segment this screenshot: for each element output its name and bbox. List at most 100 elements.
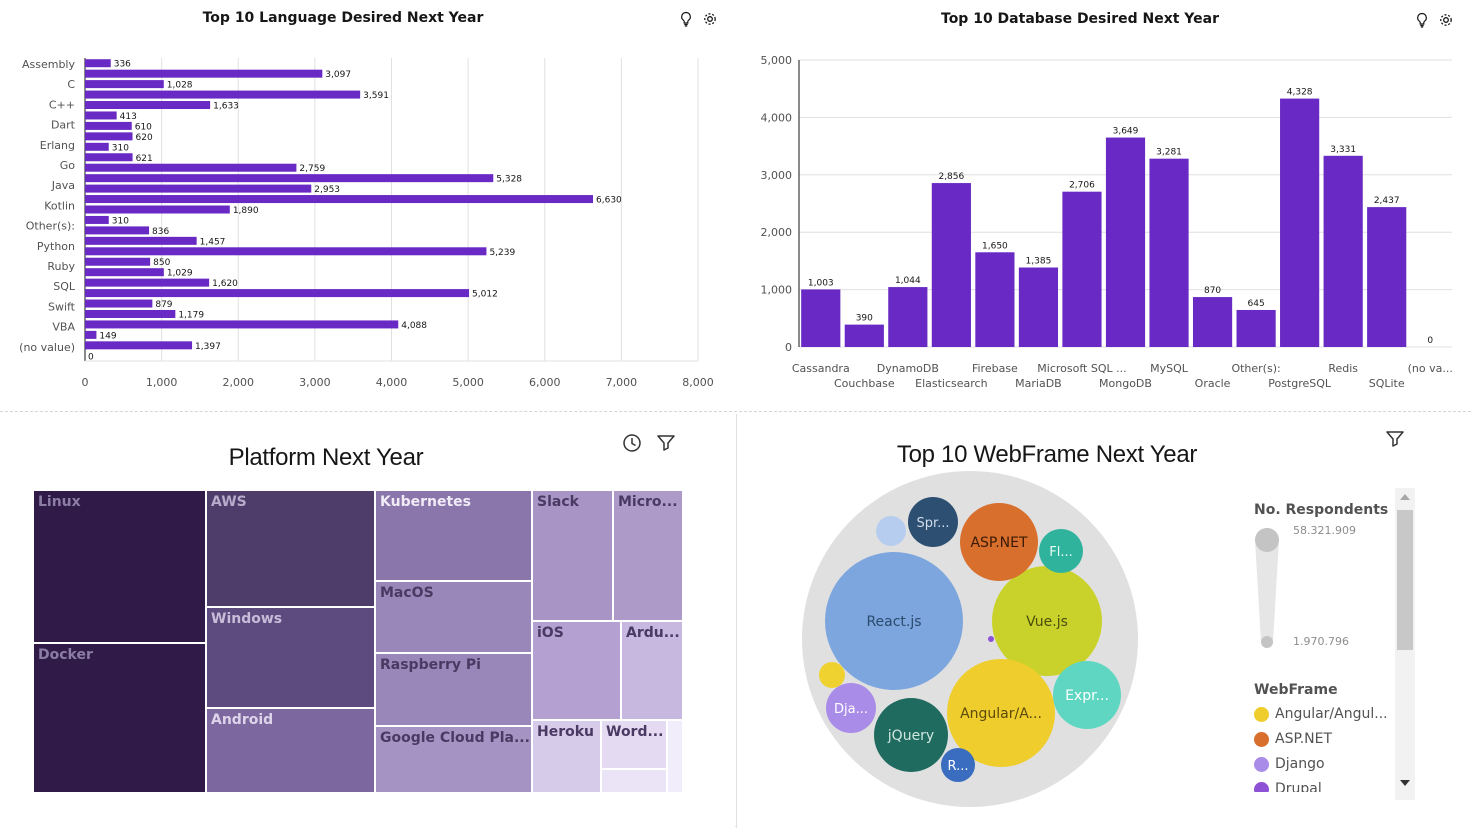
bar[interactable] <box>975 252 1015 347</box>
bar[interactable] <box>85 215 109 224</box>
bar[interactable] <box>931 183 971 347</box>
treemap-tile[interactable]: Heroku <box>532 720 601 793</box>
treemap-tile[interactable]: Windows <box>206 607 375 708</box>
bar[interactable] <box>85 101 211 110</box>
bar[interactable] <box>888 287 928 347</box>
legend-item-label[interactable]: Angular/Angul... <box>1275 706 1388 722</box>
bar[interactable] <box>85 153 133 162</box>
bar[interactable] <box>85 247 487 256</box>
bubble[interactable] <box>826 683 876 733</box>
settings-icon[interactable] <box>702 11 718 27</box>
bar[interactable] <box>85 205 230 214</box>
treemap-tile[interactable] <box>601 769 667 793</box>
bar[interactable] <box>1149 158 1189 347</box>
bar[interactable] <box>85 341 193 350</box>
bubble[interactable] <box>992 566 1102 676</box>
bar[interactable] <box>85 80 164 89</box>
scroll-up-arrow-icon[interactable] <box>1400 494 1410 500</box>
bubble[interactable] <box>1053 661 1121 729</box>
bar[interactable] <box>1280 98 1320 347</box>
bar-value-label: 836 <box>152 227 169 237</box>
bar[interactable] <box>801 289 841 347</box>
treemap-tile[interactable]: Slack <box>532 490 613 621</box>
bar[interactable] <box>1105 137 1146 347</box>
lightbulb-icon[interactable] <box>1414 12 1430 28</box>
treemap-tile[interactable]: Google Cloud Pla... <box>375 726 532 793</box>
legend-item-label[interactable]: ASP.NET <box>1275 731 1333 747</box>
bar[interactable] <box>1323 155 1363 347</box>
scrollbar-thumb[interactable] <box>1397 510 1413 650</box>
category-label: MongoDB <box>1099 377 1152 390</box>
bar[interactable] <box>1367 207 1407 347</box>
bar[interactable] <box>1018 267 1059 347</box>
treemap-tile[interactable]: AWS <box>206 490 375 607</box>
treemap-tile[interactable]: Ardu... <box>621 621 683 720</box>
bar[interactable] <box>85 163 297 172</box>
treemap-tile[interactable]: Raspberry Pi <box>375 653 532 726</box>
bar[interactable] <box>85 184 312 193</box>
bar[interactable] <box>85 309 176 318</box>
bubble[interactable] <box>876 516 906 546</box>
treemap-tile[interactable]: MacOS <box>375 581 532 653</box>
bar[interactable] <box>85 320 399 329</box>
bar[interactable] <box>85 90 361 99</box>
x-tick-label: 8,000 <box>682 376 714 389</box>
treemap-tile[interactable] <box>667 720 683 793</box>
bar[interactable] <box>85 121 132 130</box>
bar-value-label: 610 <box>135 122 152 132</box>
bubble[interactable] <box>825 552 963 690</box>
bar[interactable] <box>85 142 109 151</box>
bubble[interactable] <box>941 748 975 782</box>
bubble[interactable] <box>960 503 1038 581</box>
bar[interactable] <box>1236 309 1276 347</box>
treemap-tile[interactable]: Docker <box>33 643 206 793</box>
bar[interactable] <box>844 324 884 347</box>
filter-icon[interactable] <box>1385 430 1405 448</box>
treemap-tile[interactable]: Word... <box>601 720 667 769</box>
bar[interactable] <box>1062 191 1102 347</box>
bar[interactable] <box>85 236 197 245</box>
bar[interactable] <box>85 59 111 68</box>
bar-value-label: 1,650 <box>982 241 1008 251</box>
treemap-tile[interactable]: Kubernetes <box>375 490 532 581</box>
treemap-tile-label: AWS <box>211 494 247 510</box>
bubble[interactable] <box>874 698 948 772</box>
treemap-tile[interactable]: Micro... <box>613 490 683 621</box>
bar[interactable] <box>85 195 594 204</box>
bubble[interactable] <box>819 662 845 688</box>
filter-icon[interactable] <box>656 434 676 452</box>
bar-value-label: 310 <box>112 216 129 226</box>
bar[interactable] <box>85 289 470 298</box>
legend-item-label[interactable]: Django <box>1275 756 1325 772</box>
bar[interactable] <box>85 226 150 235</box>
bar[interactable] <box>1192 297 1233 347</box>
bar-value-label: 1,003 <box>808 278 834 288</box>
legend-item-label[interactable]: Drupal <box>1275 781 1322 797</box>
treemap-tile-label: Android <box>211 712 274 728</box>
bubble[interactable] <box>908 497 958 547</box>
treemap-tile-label: Raspberry Pi <box>380 657 481 673</box>
bar[interactable] <box>85 174 494 183</box>
scroll-down-arrow-icon[interactable] <box>1400 780 1410 786</box>
lightbulb-icon[interactable] <box>678 11 694 27</box>
treemap-tile[interactable]: Android <box>206 708 375 793</box>
settings-icon[interactable] <box>1438 12 1454 28</box>
bar[interactable] <box>85 132 133 141</box>
clock-icon[interactable] <box>622 433 642 453</box>
treemap-tile[interactable]: iOS <box>532 621 621 720</box>
bar[interactable] <box>85 111 117 120</box>
bar[interactable] <box>85 299 153 308</box>
bar-value-label: 1,044 <box>895 276 921 286</box>
bar[interactable] <box>85 268 164 277</box>
bubble[interactable] <box>947 659 1055 767</box>
bar[interactable] <box>85 278 210 287</box>
treemap-tile-label: Kubernetes <box>380 494 471 510</box>
bubble[interactable] <box>1039 529 1083 573</box>
legend-scrollbar[interactable] <box>1395 488 1415 800</box>
bubble[interactable] <box>988 636 994 642</box>
bar[interactable] <box>85 330 97 339</box>
bar[interactable] <box>85 69 323 78</box>
treemap-tile[interactable]: Linux <box>33 490 206 643</box>
bar[interactable] <box>85 257 151 266</box>
horizontal-divider <box>0 411 1471 412</box>
